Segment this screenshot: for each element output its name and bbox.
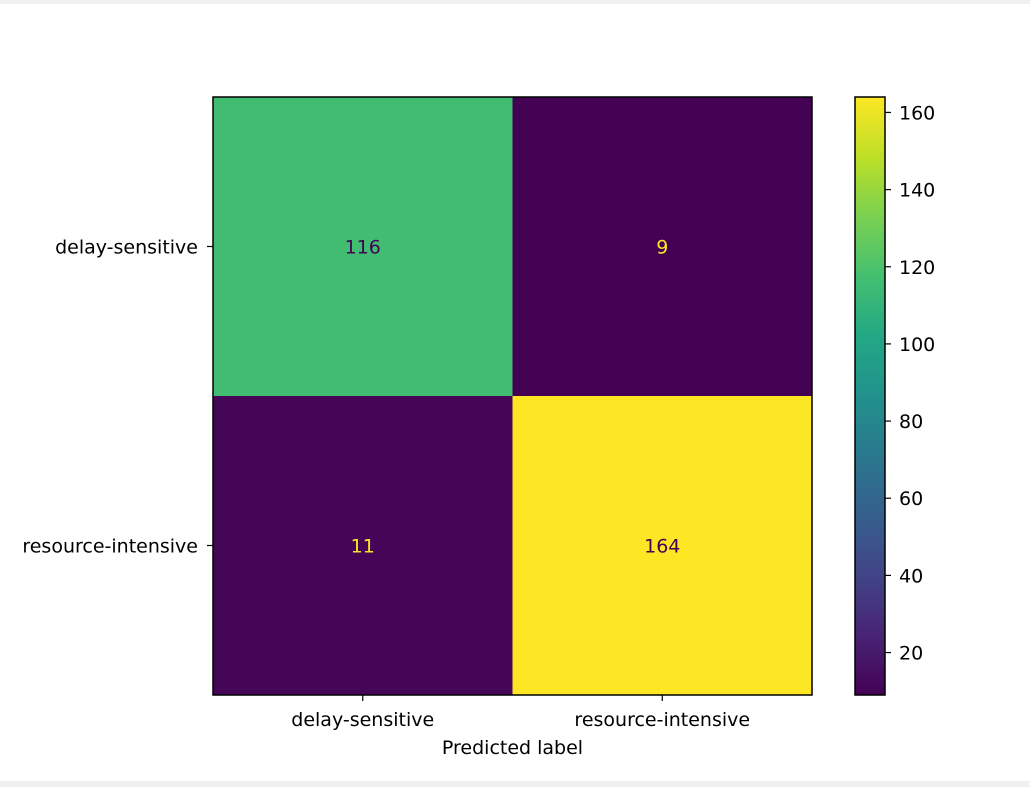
cell-value-label-0-1: 9 [656,237,668,259]
heatmap-cell-1-0 [213,396,513,695]
colorbar-frame [854,96,886,696]
cell-value-label-1-1: 164 [644,536,680,558]
x-axis-label: Predicted label [442,737,583,759]
y-axis-ticks: delay-sensitive resource-intensive [22,237,213,558]
colorbar-tick-label: 40 [899,565,923,587]
colorbar-tick-label: 160 [899,102,935,124]
heatmap-cell-1-1 [512,396,812,695]
colorbar-tick-label: 60 [899,488,923,510]
colorbar-tick-label: 100 [899,334,935,356]
top-border-strip [0,0,1030,4]
heatmap-cell-0-0 [213,97,513,396]
heatmap-cells [213,97,812,695]
colorbar [855,97,885,695]
cell-value-labels: 116 9 11 164 [345,237,681,558]
heatmap-cell-0-1 [512,97,812,396]
colorbar-ticks: 20 40 60 80 100 120 140 160 [885,102,935,665]
x-tick-label: resource-intensive [574,709,750,731]
matrix-frame [212,96,813,696]
colorbar-tick-label: 20 [899,643,923,665]
y-tick-label: delay-sensitive [55,237,198,259]
colorbar-tick-label: 120 [899,257,935,279]
x-axis-ticks: delay-sensitive resource-intensive [291,695,750,731]
cell-value-label-1-0: 11 [351,536,375,558]
bottom-border-strip [0,781,1030,787]
x-tick-label: delay-sensitive [291,709,434,731]
cell-value-label-0-0: 116 [345,237,381,259]
colorbar-tick-label: 80 [899,411,923,433]
colorbar-tick-label: 140 [899,180,935,202]
y-tick-label: resource-intensive [22,536,198,558]
